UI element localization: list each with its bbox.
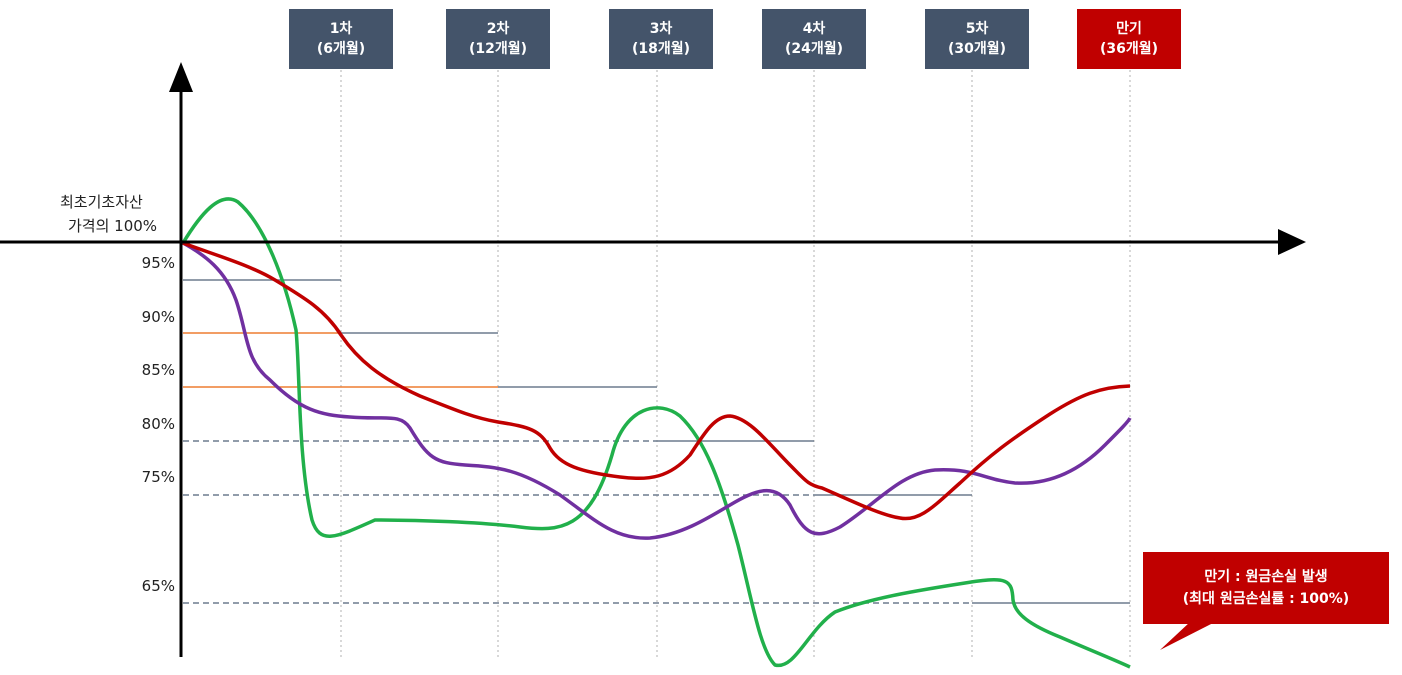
period-box-4: 4차 (24개월)	[762, 9, 866, 69]
y-label-95: 95%	[141, 254, 175, 272]
green-path	[181, 197, 1131, 669]
red-path	[182, 241, 1131, 521]
origin-label-line1: 최초기초자산	[60, 193, 143, 211]
maturity-box: 만기 (36개월)	[1077, 9, 1181, 69]
loss-callout: 만기 : 원금손실 발생 (최대 원금손실률 : 100%)	[1143, 552, 1389, 624]
y-label-90: 90%	[141, 308, 175, 326]
y-label-65: 65%	[141, 577, 175, 595]
period-box-4-months: (24개월)	[784, 41, 844, 57]
period-box-3-months: (18개월)	[631, 41, 691, 57]
dashed-barriers	[183, 440, 972, 604]
period-box-2-months: (12개월)	[468, 41, 528, 57]
period-box-1-title: 1차	[329, 21, 353, 37]
loss-callout-line1: 만기 : 원금손실 발생	[1204, 569, 1328, 585]
callout-pointer	[1160, 622, 1215, 650]
purple-path	[182, 241, 1132, 540]
period-box-2: 2차 (12개월)	[446, 9, 550, 69]
loss-callout-line2: (최대 원금손실률 : 100%)	[1182, 591, 1350, 607]
y-label-75: 75%	[141, 468, 175, 486]
maturity-box-months: (36개월)	[1099, 41, 1159, 57]
period-box-4-title: 4차	[802, 21, 826, 37]
period-box-5-title: 5차	[965, 21, 989, 37]
period-box-1: 1차 (6개월)	[289, 9, 393, 69]
period-guides	[340, 70, 1131, 657]
origin-label-line2: 가격의 100%	[68, 217, 158, 235]
y-label-80: 80%	[141, 415, 175, 433]
y-axis-arrowhead	[169, 62, 193, 92]
x-axis-arrowhead	[1278, 229, 1306, 255]
y-label-85: 85%	[141, 361, 175, 379]
orange-lines	[183, 332, 498, 388]
period-box-3-title: 3차	[649, 21, 673, 37]
axes	[0, 62, 1306, 657]
period-box-5-months: (30개월)	[947, 41, 1007, 57]
period-box-5: 5차 (30개월)	[925, 9, 1029, 69]
period-box-1-months: (6개월)	[316, 41, 366, 57]
period-box-3: 3차 (18개월)	[609, 9, 713, 69]
maturity-box-title: 만기	[1116, 21, 1142, 37]
period-box-2-title: 2차	[486, 21, 510, 37]
